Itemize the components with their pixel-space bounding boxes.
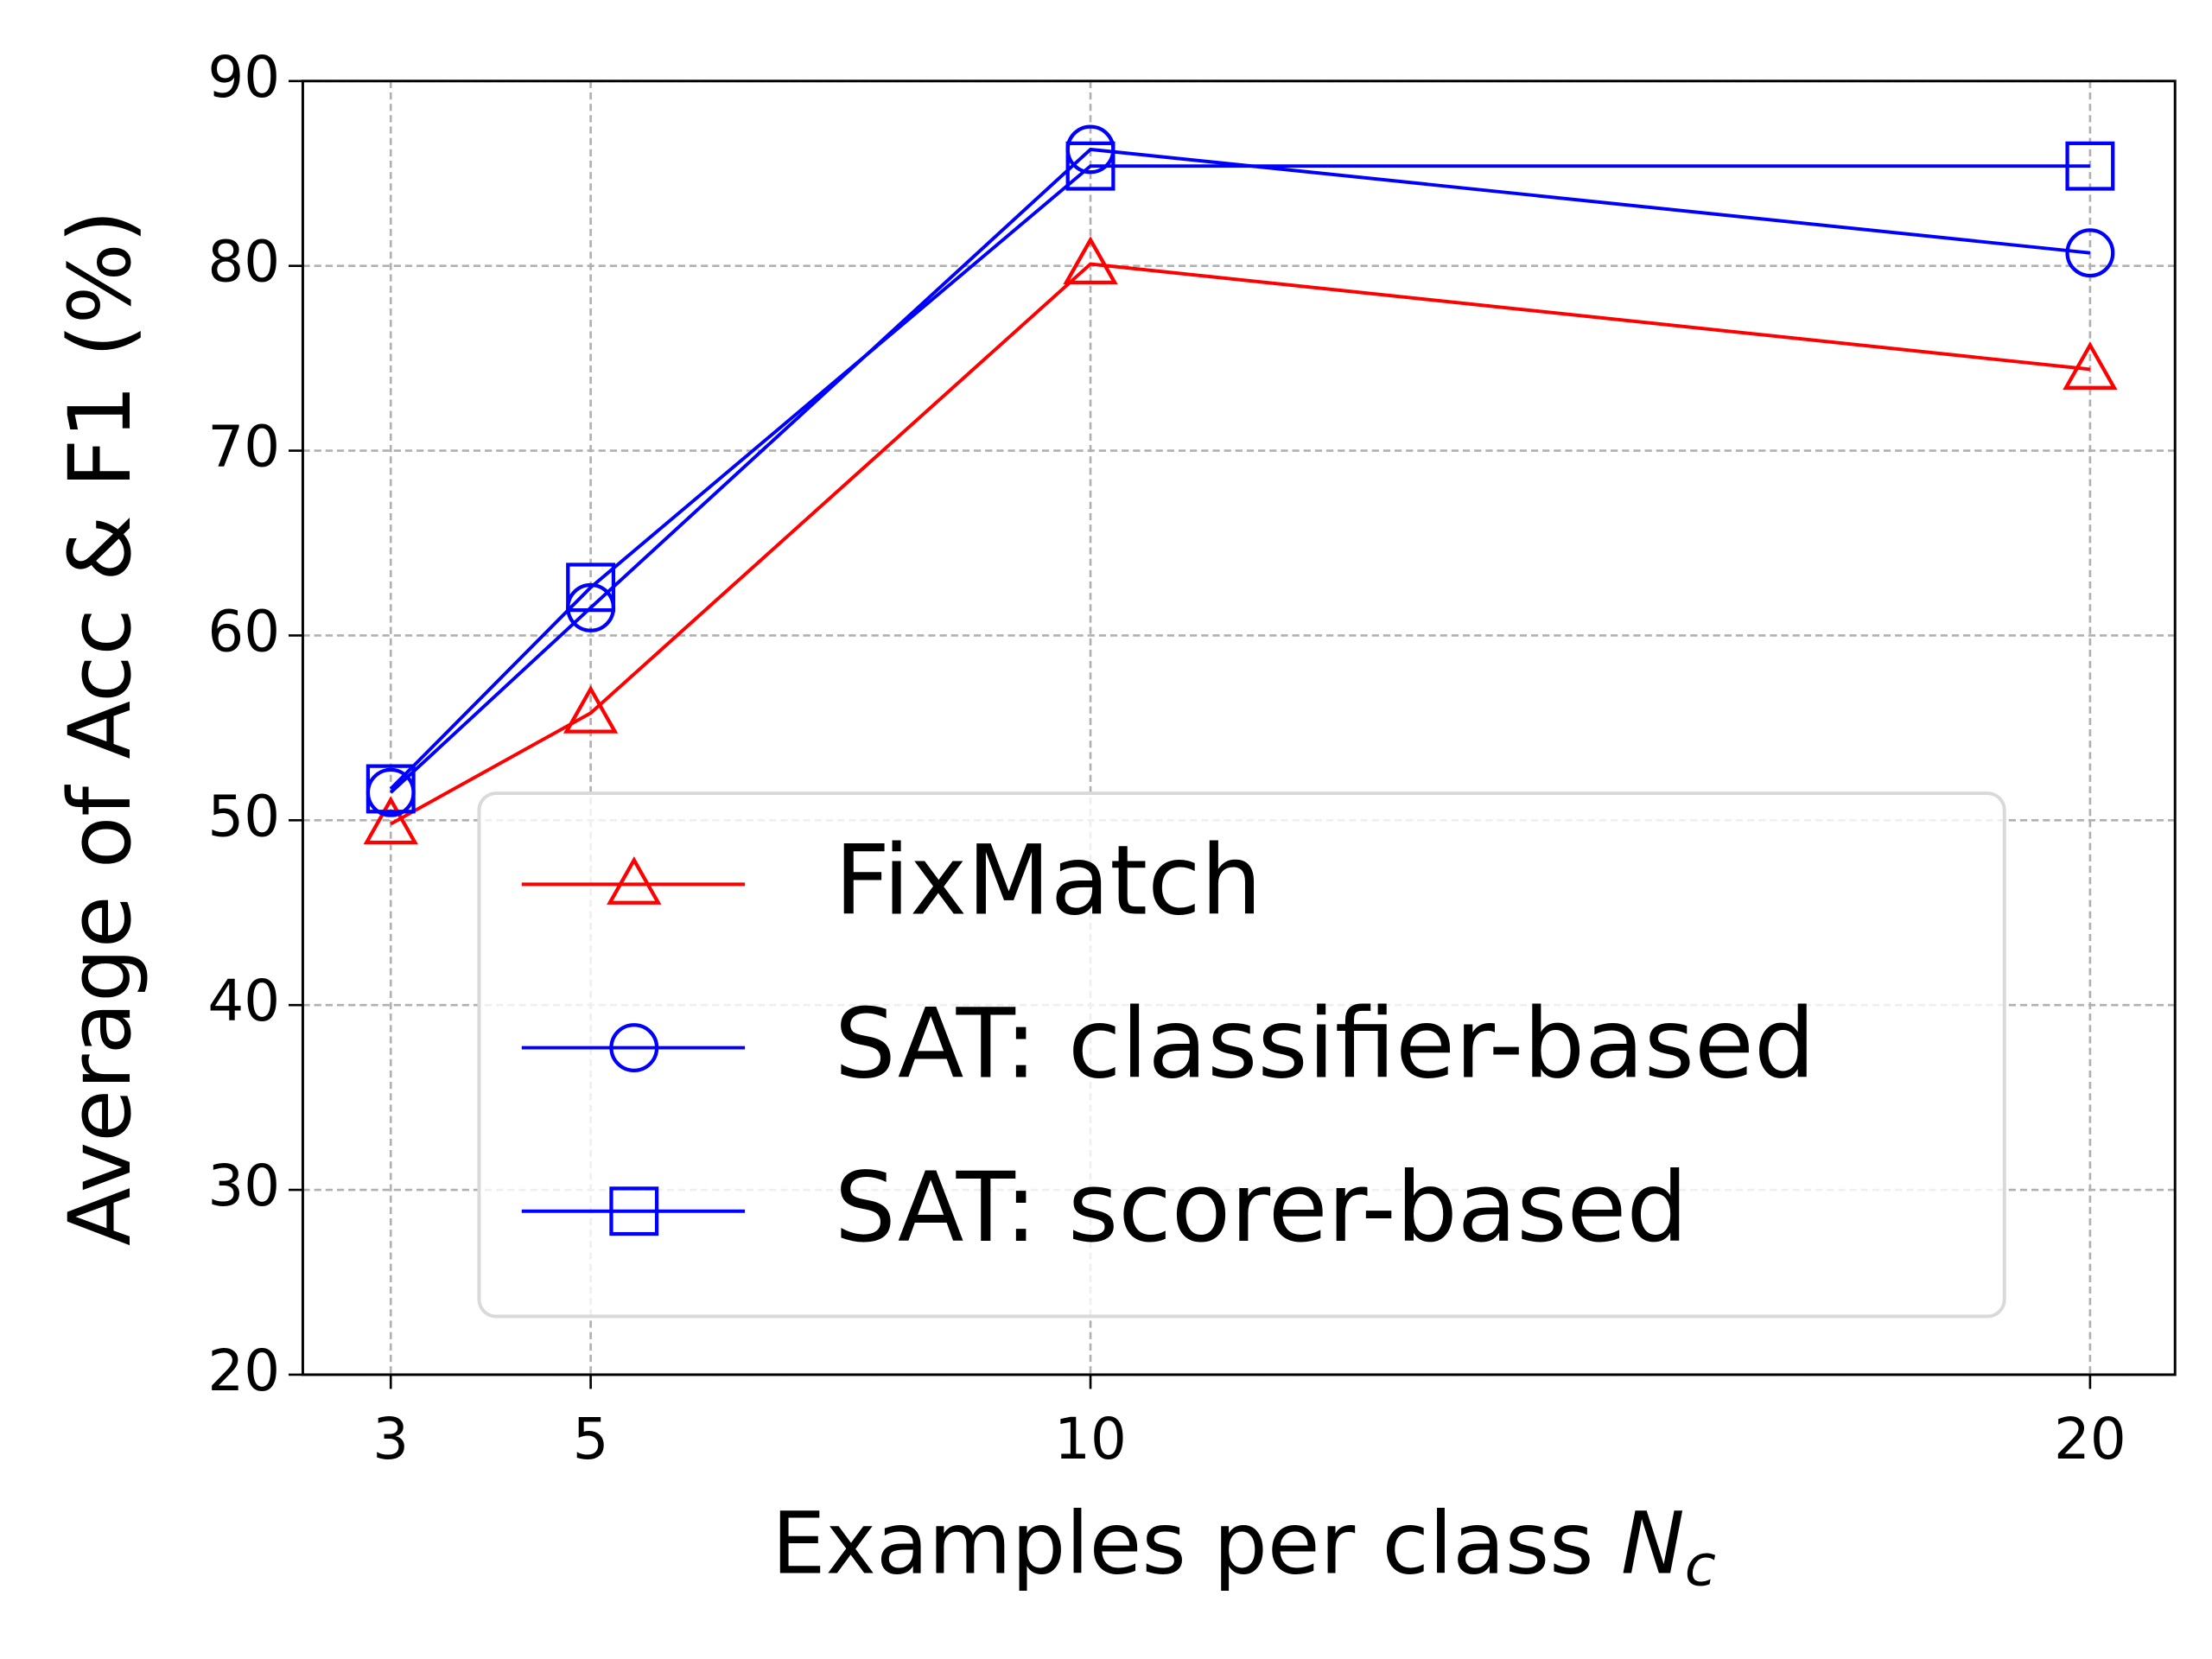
y-tick-label: 50	[207, 783, 280, 849]
x-axis-label-subscript: c	[1685, 1532, 1716, 1599]
legend-label: SAT: classifier-based	[835, 988, 1815, 1101]
y-tick-label: 30	[207, 1153, 280, 1219]
legend-label: SAT: scorer-based	[835, 1152, 1688, 1264]
x-tick-label: 10	[1054, 1406, 1127, 1472]
plot-frame	[301, 79, 2177, 1376]
x-axis-label-text: Examples per class	[772, 1494, 1593, 1593]
legend: FixMatch SAT: classifier-based SAT: scorer…	[477, 791, 2006, 1319]
y-tick-label: 70	[207, 414, 280, 480]
marker	[609, 1023, 659, 1073]
y-tick-label: 90	[207, 44, 280, 111]
y-tick-label: 80	[207, 229, 280, 296]
x-tick-label: 5	[573, 1406, 609, 1472]
marker	[2065, 228, 2115, 278]
marker	[1065, 141, 1116, 191]
marker	[566, 563, 616, 613]
marker	[607, 856, 662, 905]
marker	[2065, 141, 2115, 191]
series-line	[389, 147, 2091, 794]
marker	[2063, 341, 2118, 390]
series-line	[390, 262, 2091, 826]
marker	[609, 1186, 659, 1236]
marker	[563, 684, 619, 734]
x-tick-label: 20	[2054, 1406, 2126, 1472]
y-tick-label: 60	[207, 598, 280, 664]
y-tick-label: 20	[207, 1338, 280, 1404]
x-axis-label-symbol: N	[1621, 1494, 1685, 1593]
legend-frame	[477, 791, 2006, 1319]
y-tick-label: 40	[207, 968, 280, 1034]
y-axis-label: Average of Acc & F1 (%)	[51, 210, 150, 1246]
x-tick-label: 3	[372, 1406, 409, 1472]
legend-label: FixMatch	[835, 824, 1262, 937]
marker	[363, 796, 418, 845]
x-axis-label: Examples per class Nc	[772, 1494, 1716, 1599]
series-line	[389, 164, 2090, 791]
marker	[365, 764, 416, 814]
marker	[1063, 236, 1118, 285]
